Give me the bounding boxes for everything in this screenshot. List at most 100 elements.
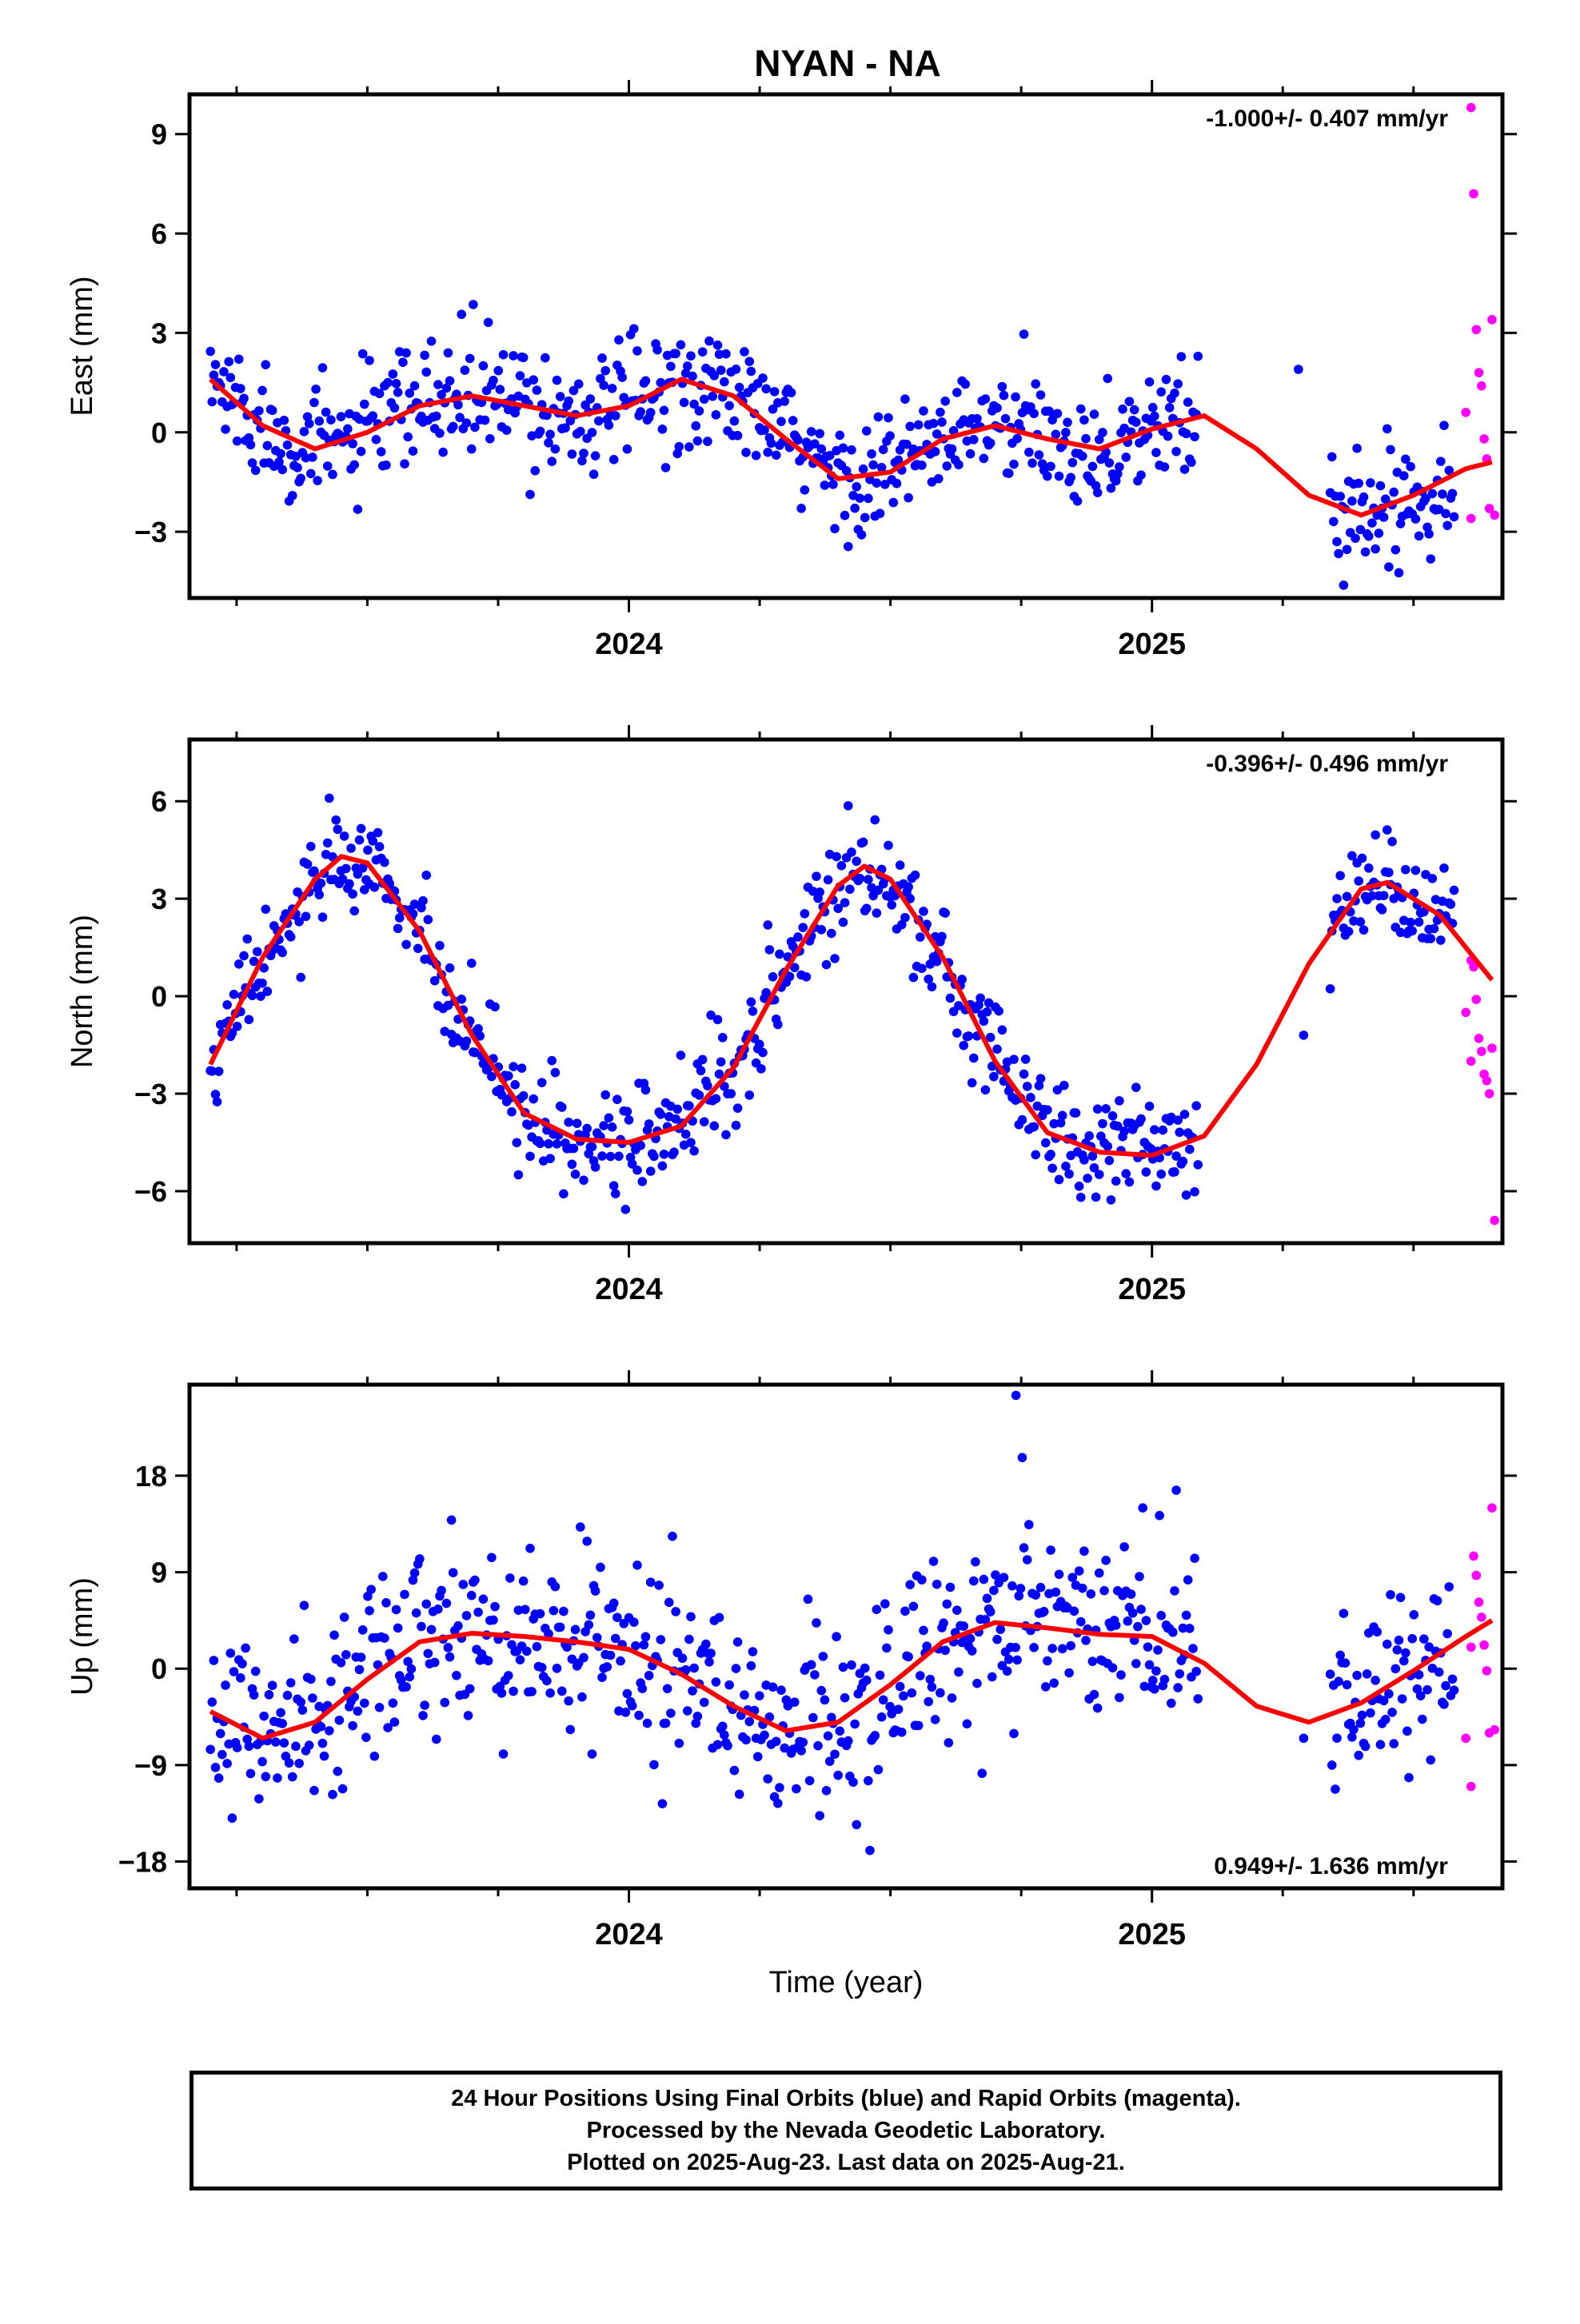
final-orbit-point bbox=[221, 425, 230, 434]
final-orbit-point bbox=[977, 1768, 988, 1779]
final-orbit-point bbox=[861, 903, 872, 914]
final-orbit-point bbox=[294, 1758, 304, 1768]
final-orbit-point bbox=[835, 1726, 845, 1736]
final-orbit-point bbox=[573, 379, 584, 389]
final-orbit-point bbox=[567, 1159, 577, 1170]
final-orbit-point bbox=[1395, 1593, 1406, 1603]
final-orbit-point bbox=[1051, 1587, 1061, 1597]
final-orbit-point bbox=[282, 1690, 293, 1700]
figure-title: NYAN - NA bbox=[754, 42, 940, 84]
final-orbit-point bbox=[979, 453, 989, 464]
final-orbit-point bbox=[1035, 390, 1046, 400]
final-orbit-point bbox=[1331, 1784, 1340, 1794]
final-orbit-point bbox=[723, 1740, 732, 1751]
final-orbit-point bbox=[925, 1674, 936, 1684]
final-orbit-point bbox=[773, 1798, 783, 1808]
final-orbit-point bbox=[887, 1708, 896, 1719]
final-orbit-point bbox=[490, 1601, 500, 1612]
velocity-label: -1.000+/- 0.407 mm/yr bbox=[1206, 106, 1448, 132]
final-orbit-point bbox=[1442, 520, 1452, 531]
final-orbit-point bbox=[917, 963, 927, 974]
final-orbit-point bbox=[465, 1684, 475, 1694]
final-orbit-point bbox=[452, 1671, 461, 1680]
final-orbit-point bbox=[1035, 1074, 1046, 1083]
final-orbit-point bbox=[1034, 1081, 1044, 1090]
final-orbit-point bbox=[1151, 1181, 1161, 1191]
final-orbit-point bbox=[1019, 1543, 1029, 1553]
final-orbit-point bbox=[478, 1594, 489, 1604]
footer-line-3: Plotted on 2025-Aug-23. Last data on 202… bbox=[567, 2150, 1125, 2175]
final-orbit-point bbox=[262, 440, 273, 451]
final-orbit-point bbox=[666, 1708, 676, 1718]
final-orbit-point bbox=[982, 1007, 992, 1017]
final-orbit-point bbox=[276, 1708, 285, 1718]
final-orbit-point bbox=[669, 1147, 679, 1157]
final-orbit-point bbox=[828, 480, 838, 489]
final-orbit-point bbox=[597, 353, 607, 363]
final-orbit-point bbox=[393, 1623, 403, 1633]
final-orbit-point bbox=[1138, 1503, 1147, 1513]
final-orbit-point bbox=[577, 456, 587, 466]
final-orbit-point bbox=[876, 1712, 887, 1722]
final-orbit-point bbox=[942, 461, 952, 471]
final-orbit-point bbox=[547, 1055, 557, 1066]
final-orbit-point bbox=[832, 851, 841, 862]
final-orbit-point bbox=[1184, 1624, 1195, 1633]
final-orbit-point bbox=[848, 1777, 858, 1788]
final-orbit-point bbox=[913, 420, 924, 430]
final-orbit-point bbox=[1441, 508, 1450, 519]
final-orbit-point bbox=[569, 1143, 579, 1154]
final-orbit-point bbox=[1193, 1694, 1203, 1704]
final-orbit-point bbox=[821, 959, 832, 970]
final-orbit-point bbox=[709, 371, 720, 381]
final-orbit-point bbox=[1136, 470, 1146, 480]
final-orbit-point bbox=[971, 1557, 980, 1567]
final-orbit-point bbox=[242, 1734, 253, 1744]
final-orbit-point bbox=[555, 1622, 565, 1632]
final-orbit-point bbox=[244, 433, 254, 443]
final-orbit-point bbox=[900, 394, 910, 405]
final-orbit-point bbox=[867, 448, 876, 459]
final-orbit-point bbox=[1446, 899, 1456, 909]
final-orbit-point bbox=[692, 436, 703, 446]
final-orbit-point bbox=[645, 1166, 656, 1176]
final-orbit-point bbox=[873, 412, 884, 422]
final-orbit-point bbox=[289, 1634, 299, 1644]
final-orbit-point bbox=[821, 1786, 832, 1796]
final-orbit-point bbox=[999, 1573, 1009, 1582]
final-orbit-point bbox=[1098, 428, 1107, 437]
final-orbit-point bbox=[581, 1627, 590, 1636]
final-orbit-point bbox=[257, 385, 267, 396]
final-orbit-point bbox=[308, 1693, 317, 1703]
final-orbit-point bbox=[259, 1711, 269, 1721]
final-orbit-point bbox=[388, 369, 398, 379]
final-orbit-point bbox=[716, 365, 726, 375]
final-orbit-point bbox=[919, 406, 928, 416]
final-orbit-point bbox=[806, 427, 816, 436]
final-orbit-point bbox=[478, 361, 489, 371]
rapid-orbit-point bbox=[1466, 513, 1476, 524]
final-orbit-point bbox=[356, 1652, 366, 1662]
final-orbit-point bbox=[724, 1680, 734, 1690]
final-orbit-point bbox=[294, 917, 304, 927]
final-orbit-point bbox=[1031, 379, 1041, 389]
final-orbit-point bbox=[507, 1106, 517, 1117]
final-orbit-point bbox=[1079, 415, 1089, 425]
final-orbit-point bbox=[982, 1593, 992, 1604]
final-orbit-point bbox=[233, 959, 244, 969]
final-orbit-point bbox=[296, 473, 306, 484]
rapid-orbit-point bbox=[1487, 1503, 1497, 1513]
final-orbit-point bbox=[564, 396, 573, 406]
final-orbit-point bbox=[587, 428, 597, 437]
final-orbit-point bbox=[904, 882, 913, 892]
rapid-orbit-point bbox=[1461, 408, 1471, 417]
final-orbit-point bbox=[945, 1582, 956, 1593]
final-orbit-point bbox=[1447, 488, 1458, 499]
final-orbit-point bbox=[816, 444, 827, 454]
final-orbit-point bbox=[1377, 905, 1387, 915]
final-orbit-point bbox=[680, 1130, 691, 1139]
final-orbit-point bbox=[928, 418, 939, 429]
y-tick-label: 3 bbox=[151, 317, 167, 349]
final-orbit-point bbox=[892, 478, 902, 488]
final-orbit-point bbox=[254, 1794, 264, 1804]
